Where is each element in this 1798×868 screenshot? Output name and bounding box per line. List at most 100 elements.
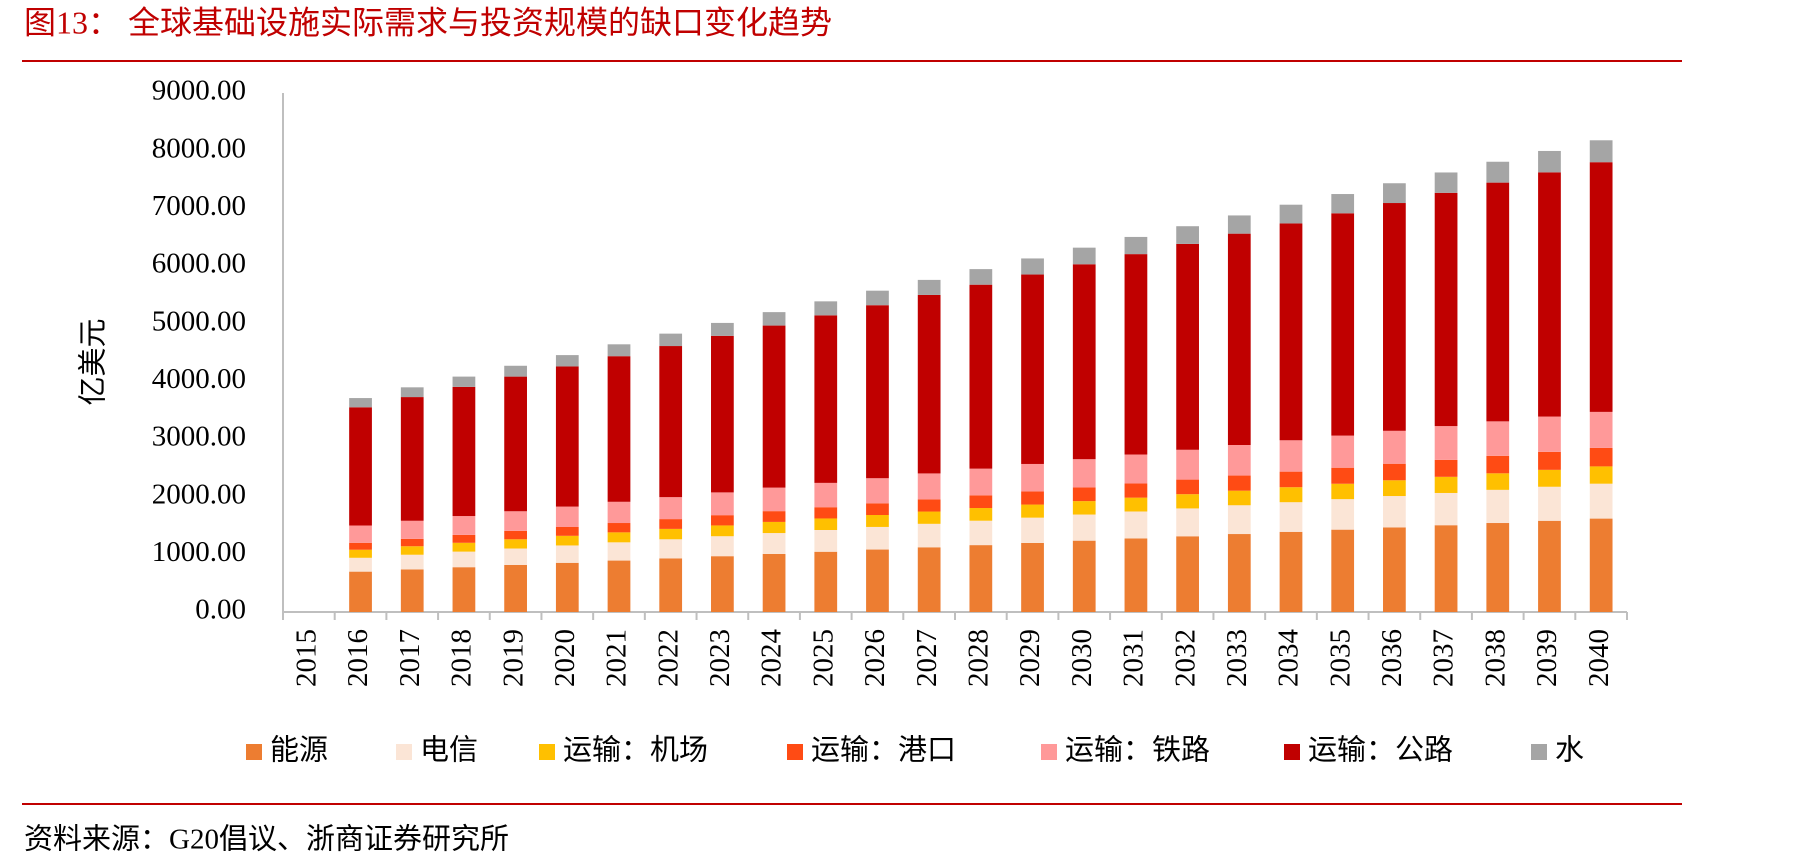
bar-segment: [1486, 473, 1510, 490]
bar-segment: [917, 473, 941, 500]
bar-segment: [659, 539, 683, 559]
bar-segment: [607, 532, 631, 543]
bar-segment: [1072, 514, 1096, 541]
bar-segment: [452, 516, 476, 535]
bar-segment: [1227, 534, 1251, 612]
x-tick-label: 2033: [1221, 629, 1253, 687]
bar-segment: [400, 397, 424, 521]
bar-segment: [452, 551, 476, 568]
bar-segment: [1021, 517, 1044, 543]
bar-segment: [814, 301, 838, 316]
bar-segment: [607, 542, 631, 561]
x-tick-label: 2038: [1479, 629, 1511, 687]
bar-segment: [555, 506, 579, 527]
legend-swatch: [1531, 744, 1547, 760]
bar-segment: [1279, 204, 1303, 224]
bar-segment: [1331, 467, 1355, 484]
bar-segment: [659, 558, 683, 612]
bar-segment: [659, 528, 683, 540]
bar-segment: [762, 325, 786, 488]
bar-segment: [607, 560, 631, 612]
x-tick-label: 2020: [549, 629, 581, 687]
bar-segment: [504, 530, 527, 540]
bar-segment: [866, 515, 889, 527]
source-note: 资料来源：G20倡议、浙商证券研究所: [24, 823, 509, 856]
x-tick-label: 2016: [342, 629, 374, 687]
y-tick-label: 3000.00: [152, 421, 246, 453]
legend-swatch: [1284, 744, 1300, 760]
x-tick-label: 2023: [704, 629, 736, 687]
bar-segment: [1176, 536, 1199, 612]
bar-segment: [1279, 471, 1303, 488]
bar-segment: [866, 503, 889, 516]
bar-segment: [1538, 520, 1561, 612]
bar-segment: [814, 482, 838, 508]
bar-segment: [607, 356, 631, 502]
bar-segment: [1227, 505, 1251, 535]
bar-segment: [1589, 162, 1613, 412]
bar-segment: [1434, 192, 1458, 427]
bar-segment: [1434, 492, 1458, 526]
legend-swatch: [246, 744, 262, 760]
x-tick-label: 2029: [1014, 629, 1046, 687]
bar-segment: [400, 520, 424, 539]
bar-segment: [969, 495, 993, 509]
bar-segment: [504, 548, 527, 566]
bar-segment: [1589, 466, 1613, 484]
bar-segment: [762, 553, 786, 612]
bar-segment: [1434, 172, 1458, 193]
bar-segment: [349, 557, 372, 572]
legend-label: 运输：港口: [811, 734, 956, 767]
bar-segment: [1589, 447, 1613, 467]
x-tick-label: 2021: [601, 629, 633, 687]
bar-segment: [917, 499, 941, 512]
bar-segment: [917, 294, 941, 474]
bar-segment: [659, 346, 683, 498]
bar-segment: [1434, 426, 1458, 460]
bar-segment: [969, 468, 993, 496]
bar-segment: [1072, 264, 1096, 460]
bar-segment: [555, 545, 579, 563]
bar-segment: [711, 525, 734, 537]
bar-segment: [1383, 183, 1406, 204]
bar-segment: [917, 511, 941, 524]
bar-segment: [1176, 494, 1199, 509]
legend-swatch: [396, 744, 412, 760]
bar-segment: [1021, 542, 1044, 612]
bar-segment: [1227, 475, 1251, 491]
bar-segment: [607, 501, 631, 524]
y-tick-label: 5000.00: [152, 305, 246, 337]
bar-segment: [400, 546, 424, 555]
bar-segment: [1176, 479, 1199, 495]
bar-segment: [1331, 435, 1355, 468]
bar-segment: [349, 398, 372, 408]
bar-segment: [1279, 502, 1303, 532]
bar-segment: [1124, 254, 1148, 455]
bar-segment: [504, 539, 527, 549]
bar-segment: [1538, 486, 1561, 521]
x-tick-label: 2030: [1066, 629, 1098, 687]
x-tick-label: 2017: [394, 629, 426, 687]
chart-title: 图13： 全球基础设施实际需求与投资规模的缺口变化趋势: [24, 4, 832, 40]
bar-segment: [969, 545, 993, 612]
bar-segment: [1589, 140, 1613, 163]
x-tick-label: 2032: [1169, 629, 1201, 687]
bar-segment: [659, 519, 683, 529]
bar-segment: [1486, 421, 1510, 456]
bar-segment: [504, 376, 527, 512]
bar-segment: [555, 366, 579, 507]
bar-segment: [1383, 496, 1406, 528]
x-tick-label: 2018: [446, 629, 478, 687]
bar-segment: [1486, 161, 1510, 183]
bar-segment: [969, 520, 993, 546]
legend-label: 运输：机场: [563, 734, 708, 767]
bar-segment: [555, 562, 579, 612]
y-tick-label: 4000.00: [152, 363, 246, 395]
bar-segment: [1124, 511, 1148, 539]
bar-segment: [711, 322, 734, 336]
bar-segment: [1331, 529, 1355, 612]
bar-segment: [400, 538, 424, 547]
bar-segment: [1538, 172, 1561, 417]
bar-segment: [866, 305, 889, 479]
